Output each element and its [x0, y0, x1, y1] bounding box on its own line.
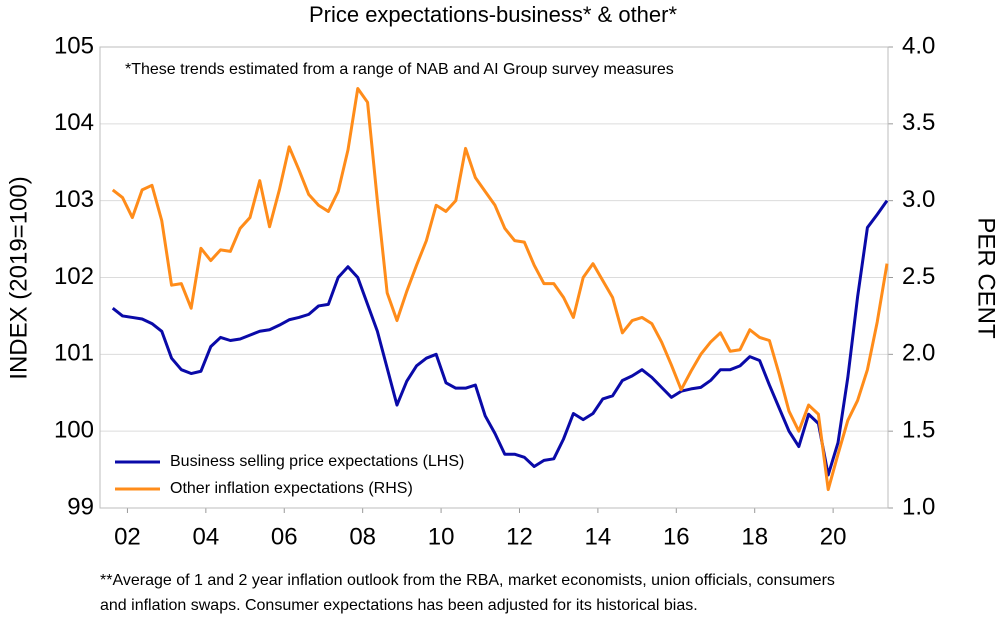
x-tick-label: 06 [271, 523, 298, 550]
y2-tick-label: 3.0 [902, 186, 935, 213]
y2-tick-label: 1.5 [902, 417, 935, 444]
x-tick-label: 16 [663, 523, 690, 550]
chart-title: Price expectations-business* & other* [309, 2, 678, 27]
x-tick-label: 04 [192, 523, 219, 550]
x-tick-label: 02 [114, 523, 141, 550]
x-tick-label: 10 [428, 523, 455, 550]
x-tick-label: 08 [349, 523, 376, 550]
y-tick-label: 100 [54, 417, 94, 444]
y-tick-label: 105 [54, 32, 94, 59]
y2-tick-label: 1.0 [902, 493, 935, 520]
series-line [111, 86, 889, 492]
x-tick-label: 18 [741, 523, 768, 550]
y-tick-label: 102 [54, 263, 94, 290]
x-tick-label: 12 [506, 523, 533, 550]
y-tick-label: 103 [54, 186, 94, 213]
plot-frame [99, 46, 889, 509]
series-line [111, 199, 889, 477]
annotation: *These trends estimated from a range of … [125, 61, 674, 78]
x-tick-label: 20 [820, 523, 847, 550]
legend-label: Other inflation expectations (RHS) [170, 480, 413, 497]
y2-tick-label: 2.5 [902, 263, 935, 290]
y2-tick-label: 4.0 [902, 32, 935, 59]
y2-axis-label: PER CENT [973, 217, 1000, 339]
y-tick-label: 104 [54, 109, 94, 136]
legend-label: Business selling price expectations (LHS… [170, 453, 464, 470]
y-axis-label: INDEX (2019=100) [5, 176, 32, 379]
y-tick-label: 101 [54, 340, 94, 367]
footnote: **Average of 1 and 2 year inflation outl… [100, 572, 835, 589]
y-tick-label: 99 [67, 493, 94, 520]
y2-tick-label: 2.0 [902, 340, 935, 367]
x-tick-label: 14 [585, 523, 612, 550]
footnote: and inflation swaps. Consumer expectatio… [100, 597, 698, 614]
y2-tick-label: 3.5 [902, 109, 935, 136]
